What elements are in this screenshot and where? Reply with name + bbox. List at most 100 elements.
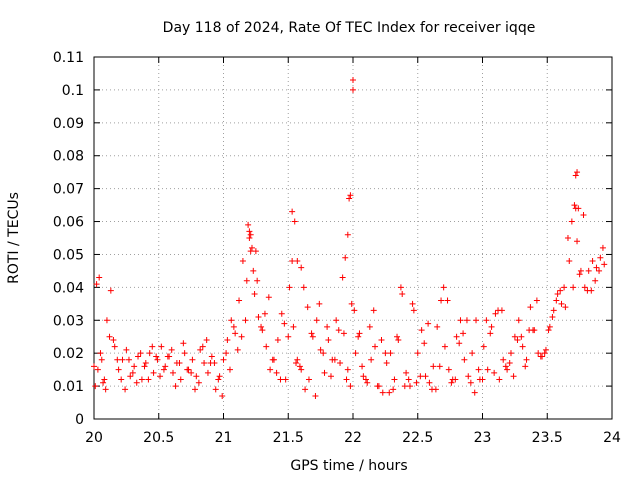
data-point: [500, 356, 507, 363]
data-point: [440, 284, 447, 291]
data-point: [254, 277, 261, 284]
data-point: [242, 317, 249, 324]
data-point: [350, 86, 356, 93]
data-point: [247, 231, 254, 238]
data-point: [302, 386, 309, 393]
data-point: [522, 363, 529, 370]
data-point: [91, 363, 97, 370]
data-point: [355, 333, 362, 340]
data-point: [352, 350, 359, 357]
data-point: [535, 350, 542, 357]
data-point: [394, 333, 401, 340]
data-point: [248, 244, 255, 251]
data-point: [425, 320, 432, 327]
data-point: [333, 317, 340, 324]
data-point: [350, 77, 356, 84]
y-tick-label: 0.03: [53, 313, 84, 329]
data-point: [445, 366, 452, 373]
data-point: [278, 310, 285, 317]
data-point: [107, 287, 114, 294]
data-point: [215, 376, 222, 383]
data-point: [157, 373, 164, 380]
axis-ticks: 20 20.5 21 21.5 22 22.5 23 23.5 24 0 0.01 0.02 0.03 0…: [53, 50, 621, 446]
data-point: [245, 221, 252, 228]
data-point: [145, 376, 152, 383]
data-point: [479, 376, 486, 383]
data-point: [286, 284, 293, 291]
data-point: [158, 343, 165, 350]
data-point: [510, 373, 517, 380]
data-point: [359, 363, 366, 370]
data-point: [566, 258, 573, 265]
y-tick-label: 0.01: [53, 379, 84, 395]
data-point: [348, 300, 355, 307]
data-point: [269, 356, 276, 363]
data-point: [177, 376, 184, 383]
data-point: [246, 228, 253, 235]
data-point: [93, 281, 100, 288]
data-point: [316, 300, 323, 307]
data-point: [282, 376, 289, 383]
data-point: [383, 360, 390, 367]
data-point: [289, 208, 296, 215]
data-point: [346, 195, 353, 202]
data-point: [309, 333, 316, 340]
data-point: [331, 356, 338, 363]
data-point: [123, 346, 130, 353]
data-point: [399, 290, 406, 297]
data-point: [232, 330, 239, 337]
data-point: [114, 356, 121, 363]
data-point: [277, 376, 284, 383]
data-point: [150, 369, 157, 376]
data-point: [469, 350, 476, 357]
data-point: [273, 369, 280, 376]
data-point: [463, 317, 470, 324]
data-point: [294, 356, 301, 363]
data-point: [372, 343, 379, 350]
x-tick-label: 23: [474, 430, 492, 446]
y-tick-label: 0.07: [53, 182, 84, 198]
data-point: [305, 376, 312, 383]
data-point: [356, 330, 363, 337]
data-point: [456, 340, 463, 347]
data-point: [574, 169, 581, 176]
data-point: [102, 386, 109, 393]
data-point: [164, 353, 171, 360]
x-tick-label: 22: [344, 430, 362, 446]
data-point: [507, 350, 514, 357]
data-point: [189, 356, 196, 363]
data-point: [511, 333, 518, 340]
y-tick-label: 0: [75, 412, 84, 428]
data-point: [100, 379, 107, 386]
data-point: [601, 261, 608, 268]
data-point: [335, 327, 342, 334]
data-point: [452, 376, 459, 383]
data-point: [184, 366, 191, 373]
data-point: [432, 386, 439, 393]
data-point: [337, 360, 344, 367]
data-point: [374, 383, 381, 390]
data-point: [103, 317, 110, 324]
data-point: [387, 350, 394, 357]
data-point: [230, 323, 237, 330]
data-point: [204, 369, 211, 376]
data-point: [347, 383, 354, 390]
data-point: [465, 373, 472, 380]
data-point: [550, 307, 557, 314]
data-point: [317, 346, 324, 353]
data-point: [274, 337, 281, 344]
data-point: [487, 330, 494, 337]
data-point: [417, 373, 424, 380]
data-point: [492, 310, 499, 317]
data-point: [293, 360, 300, 367]
data-point: [239, 258, 246, 265]
data-point: [368, 356, 375, 363]
data-point: [300, 284, 307, 291]
data-point: [502, 363, 509, 370]
data-point: [208, 353, 215, 360]
data-point: [518, 333, 525, 340]
data-point: [201, 360, 208, 367]
data-point: [533, 297, 540, 304]
data-point: [436, 363, 443, 370]
